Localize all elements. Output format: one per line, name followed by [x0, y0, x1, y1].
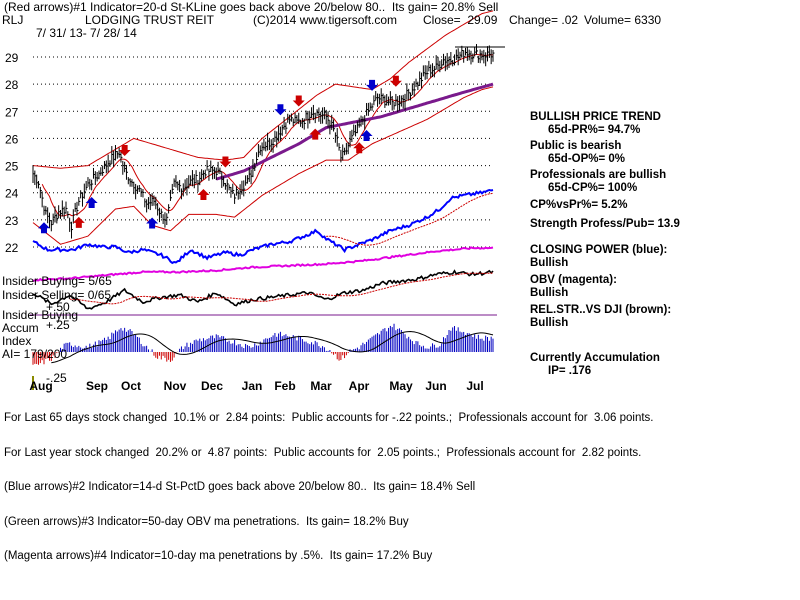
side-summary: BULLISH PRICE TREND 65d-PR%= 94.7% Publi… — [530, 111, 795, 378]
obv-path — [32, 246, 494, 282]
index-label: Index — [2, 334, 32, 348]
x-tick-label: Jun — [425, 379, 446, 393]
x-tick-label: Dec — [201, 379, 223, 393]
op-label: 65d-OP%= 0% — [548, 153, 626, 165]
short-ma-line — [41, 53, 494, 217]
x-tick-label: Nov — [164, 379, 187, 393]
relstr-label: REL.STR..VS DJI (brown): — [530, 304, 672, 316]
up-arrow — [197, 189, 210, 201]
y-tick-label: 26 — [5, 132, 19, 146]
notes-block: For Last 65 days stock changed 10.1% or … — [4, 390, 653, 574]
relstr-path — [32, 269, 494, 310]
up-arrow — [353, 142, 366, 154]
y-tick-label: 27 — [5, 105, 19, 119]
down-arrow — [389, 75, 402, 87]
x-tick-label: Sep — [86, 379, 108, 393]
y-tick-label: 24 — [5, 187, 19, 201]
note-line: (Blue arrows)#2 Indicator=14-d St-PctD g… — [4, 481, 476, 493]
relstr-line — [32, 269, 494, 310]
down-arrow — [219, 156, 232, 168]
accum-scale-p50: +.50 — [46, 300, 70, 314]
accumulation-label: Currently Accumulation — [530, 352, 660, 364]
relstr-ma — [69, 272, 494, 305]
close-value: Close= 29.09 — [423, 13, 498, 27]
accum-scale-p25: +.25 — [46, 318, 70, 332]
accum-label: Accum — [2, 321, 39, 335]
obv-state: Bullish — [530, 287, 569, 299]
accum-ma — [51, 330, 494, 364]
closing-power-state: Bullish — [530, 257, 569, 269]
copyright-text: (C)2014 www.tigersoft.com — [253, 13, 398, 27]
note-line: For Last year stock changed 20.2% or 4.8… — [4, 446, 642, 459]
y-tick-label: 29 — [5, 51, 19, 65]
lower-band — [32, 86, 494, 245]
insider-buying-label-2: Insider Buying — [2, 308, 79, 322]
date-range: 7/ 31/ 13- 7/ 28/ 14 — [36, 26, 137, 40]
ip-label: IP= .176 — [548, 365, 592, 377]
down-arrow — [118, 145, 131, 156]
prof-label: Professionals are bullish — [530, 169, 667, 181]
price-y-ticks: 22 23 24 25 26 27 28 29 — [5, 51, 19, 255]
insider-buying-label: Insider Buying= 5/65 — [2, 274, 112, 288]
ma-line — [215, 82, 494, 181]
ai-label: AI= 179/200 — [2, 347, 68, 361]
moving-average — [215, 82, 494, 181]
down-arrow — [274, 104, 287, 116]
price-bars — [32, 44, 495, 239]
upper-band — [32, 10, 494, 169]
x-tick-label: Feb — [274, 379, 295, 393]
closing-power-path — [32, 188, 494, 265]
price-bands — [32, 10, 494, 245]
note-line: (Magenta arrows)#4 Indicator=10-day ma p… — [4, 550, 433, 562]
down-arrow — [292, 95, 305, 107]
x-tick-label: Mar — [310, 379, 332, 393]
signal-arrows — [37, 75, 402, 234]
change-value: Change= .02 — [509, 13, 579, 27]
cp-label: 65d-CP%= 100% — [548, 182, 638, 194]
down-arrow — [366, 79, 379, 91]
note-line: For Last 65 days stock changed 10.1% or … — [4, 412, 654, 424]
y-tick-label: 22 — [5, 241, 19, 255]
up-arrow — [146, 217, 159, 229]
relstr-state: Bullish — [530, 317, 569, 329]
cpvspr-label: CP%vsPr%= 5.2% — [530, 199, 628, 211]
y-tick-label: 25 — [5, 160, 19, 174]
strength-label: Strength Profess/Pub= 13.9 — [530, 218, 680, 230]
insider-selling-label: Insider Selling= 0/65 — [2, 288, 112, 302]
y-tick-label: 23 — [5, 214, 19, 228]
closing-power-label: CLOSING POWER (blue): — [530, 244, 668, 256]
up-arrow — [72, 216, 85, 228]
accum-scale-m25: -.25 — [46, 371, 67, 385]
x-tick-label: Jul — [466, 379, 483, 393]
up-arrow — [309, 128, 322, 140]
ticker-symbol: RLJ — [2, 13, 24, 27]
company-name: LODGING TRUST REIT — [85, 13, 214, 27]
x-tick-label: Jan — [242, 379, 263, 393]
trend-label: BULLISH PRICE TREND — [530, 111, 661, 123]
x-tick-label: May — [389, 379, 413, 393]
up-arrow — [85, 196, 98, 208]
header-line1: (Red arrows)#1 Indicator=20-d St-KLine g… — [4, 0, 499, 14]
closing-power-line — [32, 188, 494, 265]
public-label: Public is bearish — [530, 140, 622, 152]
closing-power-ma — [326, 192, 494, 246]
accumulation-histogram — [30, 314, 497, 365]
up-arrow — [37, 222, 50, 234]
y-tick-label: 28 — [5, 78, 19, 92]
x-tick-label: Apr — [349, 379, 370, 393]
pr-label: 65d-PR%= 94.7% — [548, 124, 641, 136]
obv-label: OBV (magenta): — [530, 274, 617, 286]
month-x-ticks: Aug Sep Oct Nov Dec Jan Feb Mar Apr May Jun Jul — [29, 376, 484, 393]
volume-value: Volume= 6330 — [584, 13, 662, 27]
up-arrow — [360, 130, 373, 141]
obv-line — [32, 246, 494, 282]
x-tick-label: Aug — [29, 379, 52, 393]
x-tick-label: Oct — [121, 379, 141, 393]
note-line: (Green arrows)#3 Indicator=50-day OBV ma… — [4, 515, 409, 528]
